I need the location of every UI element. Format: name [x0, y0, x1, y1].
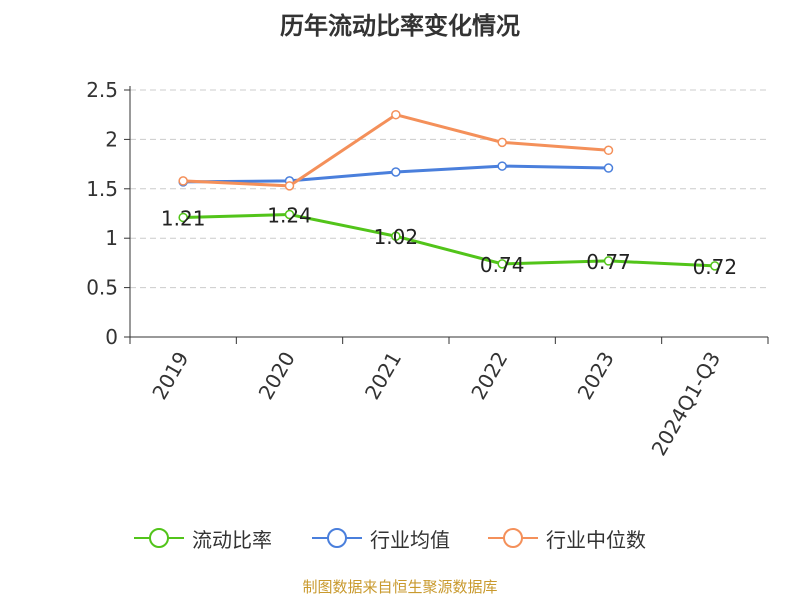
y-tick-label: 2 — [105, 127, 118, 151]
legend-item-industry-mean[interactable]: 行业均值 — [312, 518, 450, 558]
data-point — [497, 137, 507, 148]
data-point — [284, 181, 295, 191]
y-tick-label: 0 — [105, 325, 118, 349]
data-point — [178, 176, 188, 186]
data-source-note: 制图数据来自恒生聚源数据库 — [302, 578, 498, 596]
legend-marker-blue — [312, 528, 362, 548]
data-point — [284, 209, 295, 220]
chart-title: 历年流动比率变化情况 — [280, 12, 520, 40]
data-point — [497, 161, 507, 171]
y-tick-label: 1 — [105, 226, 118, 250]
series-lines — [178, 109, 720, 271]
y-tick-label: 0.5 — [86, 276, 118, 300]
data-label: 0.77 — [586, 250, 631, 274]
data-label: 1.21 — [161, 206, 206, 230]
data-label: 1.02 — [374, 225, 419, 249]
data-point — [603, 145, 614, 156]
legend-label: 流动比率 — [192, 527, 272, 552]
y-tick-label: 2.5 — [86, 78, 118, 102]
axes: 0 0.5 1 1.5 2 2.5 2019 2020 2021 2022 2023 2024Q1-Q… — [86, 78, 769, 460]
legend-label: 行业中位数 — [546, 527, 646, 552]
data-point — [391, 231, 401, 241]
legend-item-industry-median[interactable]: 行业中位数 — [488, 518, 646, 558]
x-tick-label: 2021 — [360, 348, 406, 404]
x-tick-label: 2020 — [254, 348, 300, 404]
legend: 流动比率 行业均值 行业中位数 — [0, 518, 800, 558]
data-point — [178, 212, 188, 223]
x-tick-label: 2023 — [573, 348, 619, 404]
legend-label: 行业均值 — [370, 527, 450, 552]
series-line — [183, 212, 715, 268]
data-point — [603, 163, 614, 173]
data-labels: 1.21 1.24 1.02 0.74 0.77 0.72 — [161, 203, 737, 278]
data-label: 0.72 — [693, 255, 738, 279]
x-tick-label: 2019 — [147, 348, 193, 404]
data-point — [603, 256, 614, 266]
data-label: 0.74 — [480, 253, 525, 277]
grid-lines — [130, 89, 768, 289]
legend-item-current-ratio[interactable]: 流动比率 — [134, 518, 272, 558]
x-tick-label: 2022 — [466, 347, 512, 403]
y-tick-label: 1.5 — [86, 177, 118, 201]
data-point — [391, 109, 401, 120]
data-point — [391, 167, 401, 177]
data-label: 1.24 — [267, 203, 312, 227]
data-point — [710, 261, 720, 271]
x-tick-label: 2024Q1-Q3 — [646, 348, 725, 460]
data-point — [497, 259, 507, 269]
legend-marker-orange — [488, 528, 538, 548]
legend-marker-green — [134, 528, 184, 548]
